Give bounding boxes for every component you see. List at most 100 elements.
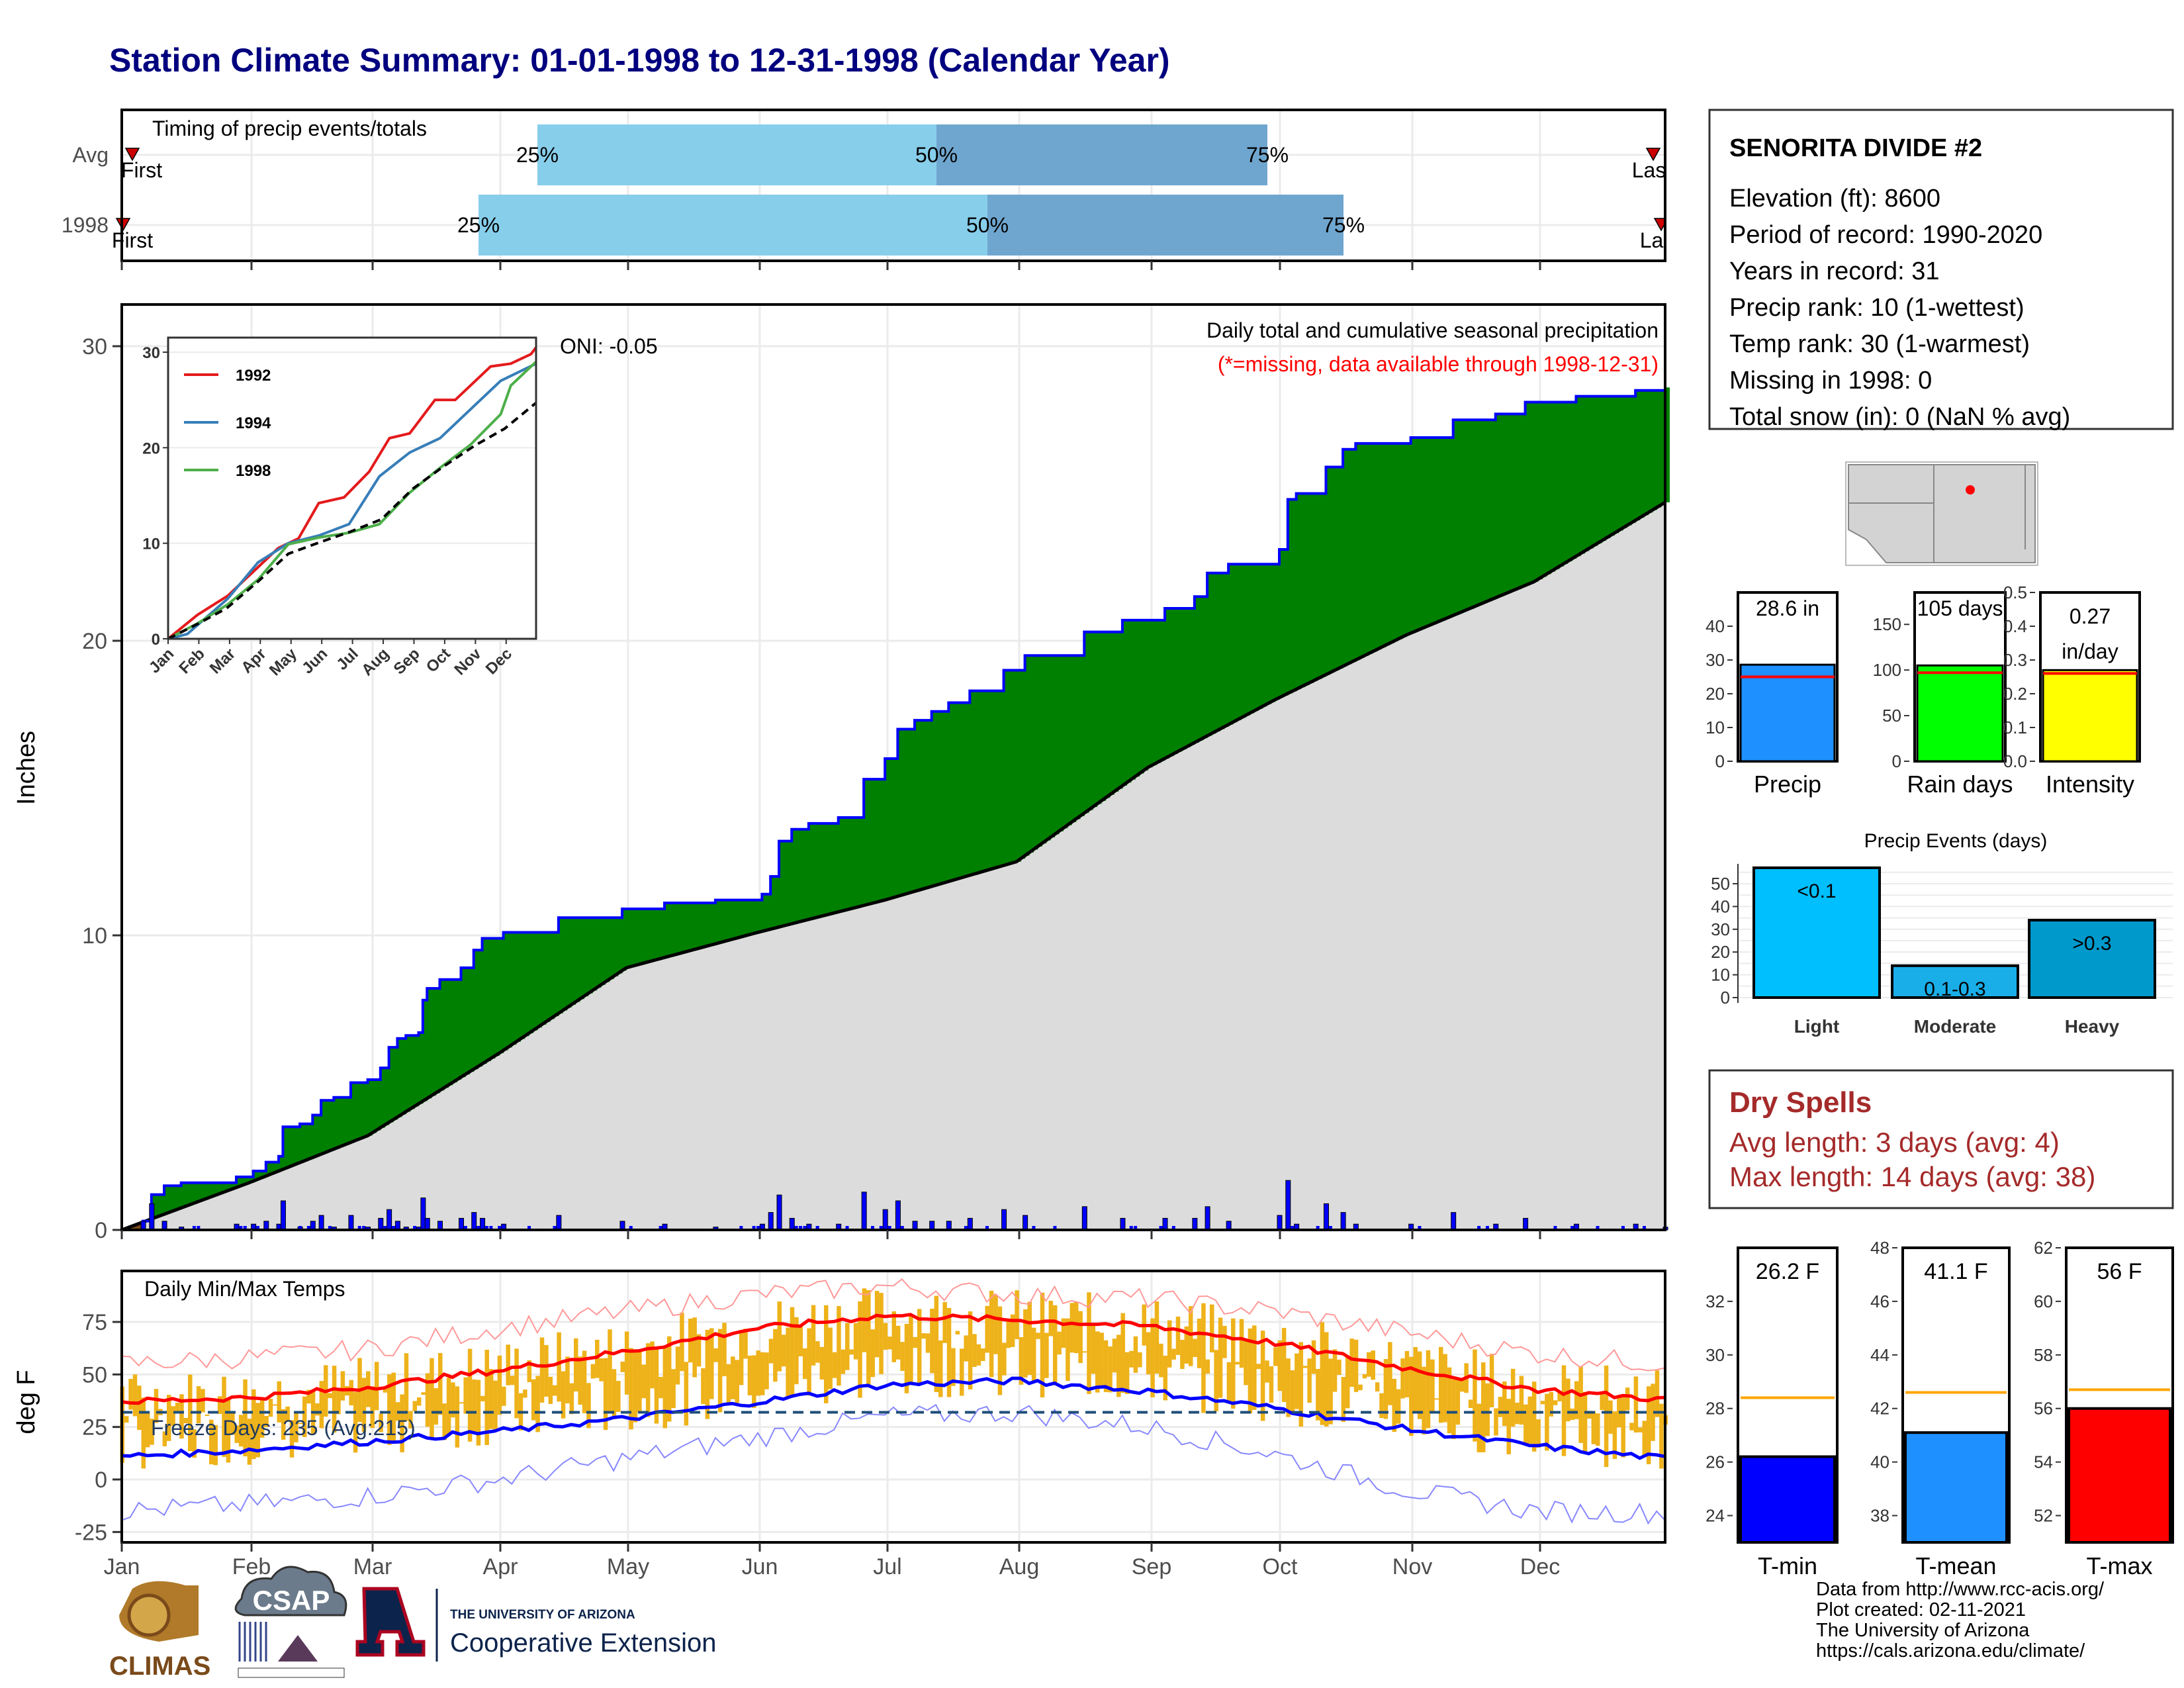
daily-precip-bar (752, 1226, 756, 1230)
y-tick-label: 20 (82, 629, 107, 654)
daily-temp-bar (879, 1293, 884, 1374)
above-normal-fill (494, 938, 500, 1056)
above-normal-fill (893, 759, 899, 898)
daily-temp-bar (1400, 1358, 1405, 1399)
daily-temp-bar (629, 1348, 633, 1430)
stat-name: Intensity (2046, 771, 2134, 798)
events-tick-label: 0 (1721, 988, 1730, 1008)
daily-precip-bar (1323, 1203, 1329, 1231)
daily-temp-bar (467, 1348, 473, 1442)
daily-temp-bar (960, 1348, 964, 1396)
daily-precip-bar (234, 1226, 238, 1230)
above-normal-fill (427, 988, 432, 1099)
daily-temp-bar (692, 1317, 697, 1378)
daily-precip-bar (776, 1194, 782, 1231)
daily-temp-bar (544, 1344, 549, 1397)
daily-temp-bar (1180, 1339, 1185, 1370)
daily-temp-bar (1388, 1342, 1392, 1405)
above-normal-fill (817, 823, 822, 917)
above-normal-fill (575, 917, 580, 1002)
above-normal-fill (1551, 402, 1556, 572)
daily-temp-bar (786, 1327, 790, 1397)
daily-temp-bar (259, 1397, 265, 1438)
above-normal-fill (991, 690, 996, 869)
daily-temp-bar (828, 1327, 833, 1389)
y-tick-label: 0 (95, 1468, 107, 1493)
stat-tick-label: 0.5 (2003, 583, 2027, 602)
temp-tick-label: 32 (1706, 1291, 1725, 1311)
daily-precip-bar (659, 1226, 662, 1230)
x-tick-label: Nov (1392, 1554, 1432, 1579)
above-normal-fill (614, 917, 619, 976)
daily-temp-bar (637, 1350, 642, 1413)
daily-temp-bar (1510, 1368, 1516, 1427)
above-normal-fill (1500, 414, 1505, 596)
daily-temp-bar (1600, 1393, 1604, 1411)
daily-temp-bar (510, 1376, 515, 1385)
above-normal-fill (1338, 467, 1343, 669)
daily-temp-bar (1557, 1392, 1562, 1401)
above-normal-fill (465, 967, 470, 1075)
above-normal-fill (592, 917, 598, 991)
above-normal-fill (1593, 396, 1598, 546)
daily-temp-bar (319, 1381, 324, 1429)
daily-temp-bar (264, 1415, 269, 1427)
daily-temp-bar (281, 1409, 286, 1440)
above-normal-fill (974, 690, 979, 874)
above-normal-fill (1377, 443, 1382, 650)
above-normal-fill (1075, 655, 1081, 820)
daily-temp-bar (1392, 1378, 1396, 1432)
above-normal-fill (342, 1097, 347, 1146)
daily-precip-bar (1418, 1226, 1422, 1230)
daily-temp-bar (819, 1346, 825, 1380)
daily-temp-bar (747, 1355, 752, 1395)
daily-temp-bar (1222, 1325, 1227, 1358)
daily-temp-bar (1655, 1370, 1660, 1417)
daily-temp-bar (773, 1329, 778, 1382)
above-normal-fill (198, 1182, 203, 1202)
above-normal-fill (1610, 396, 1615, 536)
daily-temp-bar (1307, 1358, 1312, 1403)
timing-bar-late (987, 195, 1343, 256)
daily-temp-bar (1549, 1391, 1554, 1417)
above-normal-fill (672, 903, 678, 956)
above-normal-fill (1440, 437, 1445, 621)
daily-temp-bar (1010, 1314, 1015, 1347)
daily-temp-bar (1252, 1325, 1257, 1410)
daily-temp-bar (1154, 1301, 1160, 1374)
above-normal-fill (355, 1082, 360, 1141)
daily-temp-bar (1066, 1318, 1070, 1382)
above-normal-fill (1241, 564, 1246, 718)
plot-frame (120, 1270, 1666, 1544)
above-normal-fill (609, 917, 614, 980)
daily-temp-bar (1320, 1322, 1325, 1425)
above-normal-fill (702, 903, 707, 947)
daily-temp-bar (870, 1329, 875, 1378)
stat-bars: 0 10 20 30 40 Precip 28.6 in 0 50 100 150 Rain days… (1706, 583, 2141, 798)
daily-temp-bar (1531, 1382, 1537, 1452)
above-normal-fill (1283, 549, 1289, 696)
daily-temp-bar (1095, 1331, 1100, 1393)
x-tick-label: Apr (483, 1554, 518, 1579)
daily-precip-bar (884, 1226, 887, 1230)
daily-temp-bar (340, 1371, 345, 1401)
daily-temp-bar (1349, 1338, 1354, 1387)
daily-temp-bar (1430, 1359, 1435, 1414)
above-normal-fill (508, 932, 513, 1048)
daily-precip-bar (463, 1226, 467, 1230)
daily-precip-bar (799, 1226, 803, 1230)
above-normal-fill (1444, 437, 1449, 620)
daily-temp-bar (722, 1323, 727, 1377)
daily-temp-bar (1298, 1342, 1304, 1427)
above-normal-fill (1177, 608, 1183, 752)
above-normal-fill (1300, 493, 1306, 688)
above-normal-fill (478, 950, 483, 1067)
above-normal-fill (961, 702, 966, 878)
daily-precip-bar (985, 1226, 989, 1230)
above-normal-fill (1355, 443, 1361, 660)
daily-temp-bar (421, 1392, 426, 1395)
above-normal-fill (1622, 396, 1627, 528)
legend-label: 1994 (236, 414, 271, 432)
stat-tick-label: 0.4 (2003, 616, 2027, 636)
